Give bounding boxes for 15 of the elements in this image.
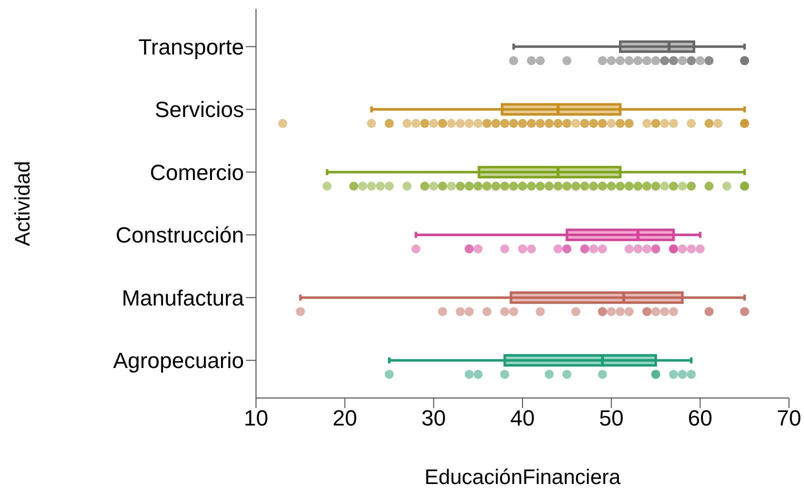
y-tick-label: Comercio [150,160,244,185]
y-tick-label: Servicios [154,97,244,122]
x-tick-label: 30 [421,406,446,431]
x-axis-title: EducaciónFinanciera [424,466,621,489]
x-tick-label: 50 [599,406,624,431]
y-tick-label: Agropecuario [113,348,244,374]
y-tick-label: Manufactura [122,285,245,310]
y-axis-title: Actividad [11,160,34,246]
x-tick-label: 40 [510,406,535,431]
y-tick-label: Transporte [138,34,244,60]
x-tick-label: 10 [244,406,268,431]
x-tick-label: 20 [332,406,358,431]
x-tick-label: 70 [776,406,802,431]
y-tick-label: Construcción [116,222,244,248]
x-tick-label: 60 [688,406,712,431]
